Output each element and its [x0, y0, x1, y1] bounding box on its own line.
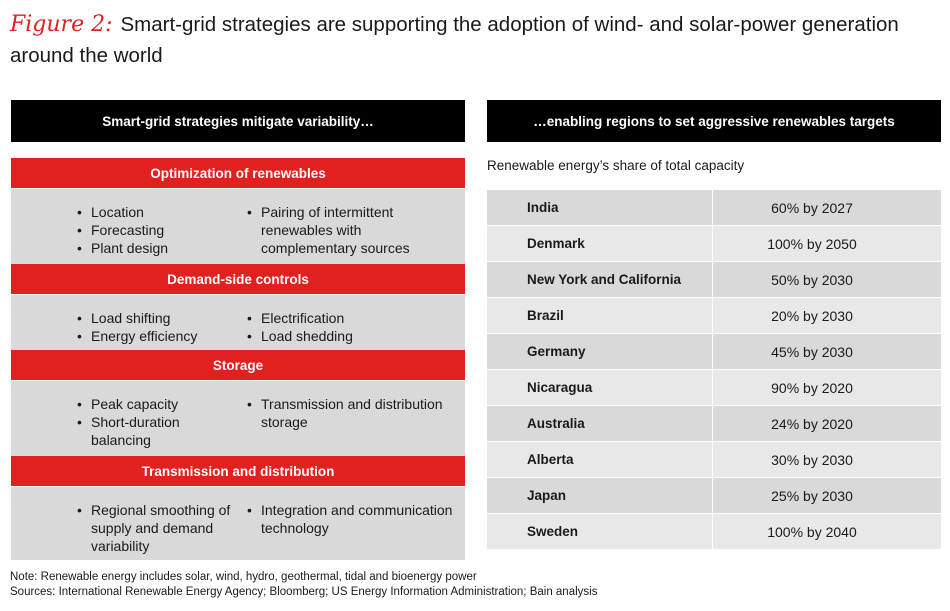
table-row: Brazil 20% by 2030: [487, 298, 941, 334]
table-row: Japan 25% by 2030: [487, 478, 941, 514]
target-cell: 45% by 2030: [771, 343, 853, 360]
bullet-item: Electrification: [247, 309, 457, 327]
figure-label: Figure 2:: [10, 12, 113, 37]
table-subtitle: Renewable energy’s share of total capaci…: [487, 158, 745, 173]
bullet-column: Pairing of intermittent renewables with …: [247, 203, 457, 257]
bullet-item: Regional smoothing of supply and demand …: [77, 501, 237, 555]
table-row: Denmark 100% by 2050: [487, 226, 941, 262]
sources-text: Sources: International Renewable Energy …: [10, 586, 598, 598]
section-header: Storage: [11, 350, 465, 381]
bullet-item: Load shifting: [77, 309, 237, 327]
region-cell: Denmark: [487, 226, 713, 261]
bullet-item: Peak capacity: [77, 395, 237, 413]
region-cell: Japan: [487, 478, 713, 513]
region-cell: Nicaragua: [487, 370, 713, 405]
right-panel-header: …enabling regions to set aggressive rene…: [487, 100, 941, 142]
bullet-column: Transmission and distribution storage: [247, 395, 457, 431]
section-body: Regional smoothing of supply and demand …: [11, 487, 465, 560]
bullet-item: Forecasting: [77, 221, 237, 239]
target-cell: 100% by 2040: [767, 523, 857, 540]
bullet-item: Location: [77, 203, 237, 221]
region-cell: Brazil: [487, 298, 713, 333]
table-row: Nicaragua 90% by 2020: [487, 370, 941, 406]
target-cell: 20% by 2030: [771, 307, 853, 324]
bullet-item: Pairing of intermittent renewables with …: [247, 203, 457, 257]
table-row: India 60% by 2027: [487, 190, 941, 226]
figure-title: Smart-grid strategies are supporting the…: [10, 13, 899, 67]
bullet-item: Plant design: [77, 239, 237, 257]
left-panel-header: Smart-grid strategies mitigate variabili…: [11, 100, 465, 142]
table-row: Alberta 30% by 2030: [487, 442, 941, 478]
section-header: Demand-side controls: [11, 264, 465, 295]
bullet-column: Load shiftingEnergy efficiency: [77, 309, 237, 345]
section-body: LocationForecastingPlant designPairing o…: [11, 189, 465, 264]
section-header: Transmission and distribution: [11, 456, 465, 487]
bullet-column: Peak capacityShort-duration balancing: [77, 395, 237, 449]
table-row: Sweden 100% by 2040: [487, 514, 941, 550]
bullet-item: Integration and communication technology: [247, 501, 457, 537]
bullet-column: Regional smoothing of supply and demand …: [77, 501, 237, 555]
strategies-panel: Optimization of renewablesLocationForeca…: [11, 158, 465, 560]
section-header: Optimization of renewables: [11, 158, 465, 189]
section-body: Load shiftingEnergy efficiency Electrific…: [11, 295, 465, 350]
bullet-item: Short-duration balancing: [77, 413, 237, 449]
bullet-column: ElectrificationLoad shedding: [247, 309, 457, 345]
bullet-column: Integration and communication technology: [247, 501, 457, 537]
target-cell: 24% by 2020: [771, 415, 853, 432]
region-cell: India: [487, 190, 713, 225]
region-cell: New York and California: [487, 262, 713, 297]
target-cell: 90% by 2020: [771, 379, 853, 396]
region-cell: Australia: [487, 406, 713, 441]
footnotes: Note: Renewable energy includes solar, w…: [10, 570, 597, 600]
region-cell: Sweden: [487, 514, 713, 549]
bullet-column: LocationForecastingPlant design: [77, 203, 237, 257]
table-row: Germany 45% by 2030: [487, 334, 941, 370]
note-text: Note: Renewable energy includes solar, w…: [10, 571, 477, 583]
table-row: Australia 24% by 2020: [487, 406, 941, 442]
bullet-item: Transmission and distribution storage: [247, 395, 457, 431]
table-row: New York and California 50% by 2030: [487, 262, 941, 298]
target-cell: 60% by 2027: [771, 199, 853, 216]
region-cell: Germany: [487, 334, 713, 369]
bullet-item: Energy efficiency: [77, 327, 237, 345]
target-cell: 50% by 2030: [771, 271, 853, 288]
target-cell: 100% by 2050: [767, 235, 857, 252]
target-cell: 25% by 2030: [771, 487, 853, 504]
section-body: Peak capacityShort-duration balancing Tra…: [11, 381, 465, 456]
region-cell: Alberta: [487, 442, 713, 477]
figure-title-row: Figure 2: Smart-grid strategies are suppo…: [10, 10, 945, 72]
target-cell: 30% by 2030: [771, 451, 853, 468]
bullet-item: Load shedding: [247, 327, 457, 345]
targets-table: India 60% by 2027 Denmark 100% by 2050 New Y…: [487, 190, 941, 550]
